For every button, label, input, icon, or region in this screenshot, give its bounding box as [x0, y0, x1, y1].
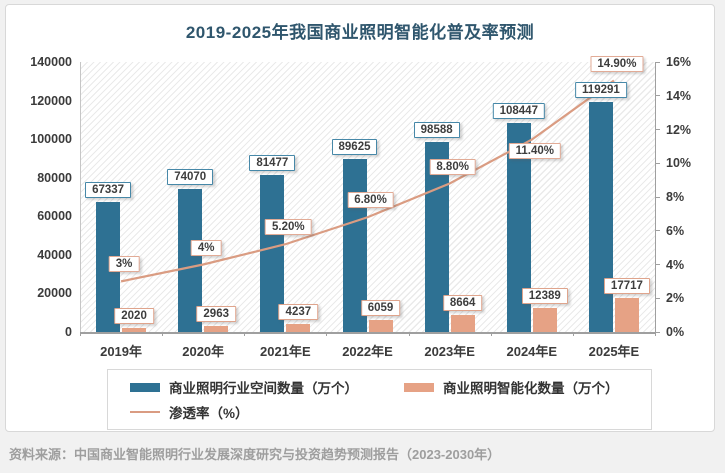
bar-smart-lighting [204, 326, 229, 332]
bar-smart-lighting [450, 315, 475, 332]
legend-bar-swatch [404, 382, 434, 392]
bar-smart-lighting [286, 323, 311, 332]
y-axis-right-tick [655, 230, 660, 232]
y-axis-left-tick-label: 140000 [30, 55, 72, 69]
bar-value-label-secondary: 12389 [521, 288, 568, 305]
plot-area: 0 20000 40000 60000 80000 100000 120000 140000 0… [6, 5, 714, 431]
line-value-label: 5.20% [265, 219, 312, 236]
penetration-rate-line [120, 79, 615, 283]
y-axis-left-tick-label: 100000 [30, 132, 72, 147]
y-axis-right-tick-label: 16% [666, 55, 692, 69]
y-axis-left-tick-label: 40000 [37, 247, 72, 262]
legend-line-swatch [130, 410, 160, 414]
line-value-label: 14.90% [590, 55, 644, 72]
bar-smart-lighting [368, 320, 393, 332]
bar-value-label-primary: 108447 [492, 102, 545, 119]
bar-value-label-primary: 119291 [575, 81, 627, 98]
chart-title: 2019-2025年我国商业照明智能化普及率预测 [185, 23, 535, 42]
bar-smart-lighting [532, 308, 557, 332]
legend-item: 商业照明智能化数量（万个） [404, 377, 619, 397]
y-axis-right-tick-label: 6% [666, 223, 685, 238]
bar-value-label-primary: 89625 [331, 139, 378, 156]
x-axis-line [80, 332, 656, 334]
x-axis-tick [408, 332, 410, 336]
y-axis-right-tick [655, 61, 660, 63]
x-axis-category-label: 2023年E [424, 344, 475, 359]
y-axis-right-tick [655, 95, 660, 97]
bar-value-label-secondary: 4237 [278, 303, 319, 320]
y-axis-right-tick-label: 0% [666, 325, 685, 339]
x-axis-tick [244, 332, 246, 336]
x-axis-category-label: 2025年E [588, 344, 640, 359]
bar-smart-lighting [614, 297, 639, 332]
x-axis-tick [572, 332, 574, 336]
legend-label: 商业照明行业空间数量（万个） [169, 381, 358, 396]
line-value-label: 4% [190, 239, 222, 256]
bar-value-label-primary: 67337 [85, 182, 132, 199]
legend-row: 渗透率（%） [130, 402, 641, 422]
x-axis-category-label: 2019年 [100, 344, 143, 359]
legend: 商业照明行业空间数量（万个） 商业照明智能化数量（万个） 渗透率（%） [107, 369, 652, 430]
x-axis-tick [655, 332, 656, 336]
y-axis-left-tick-label: 20000 [37, 286, 72, 301]
x-axis-category-label: 2021年E [260, 344, 311, 359]
y-axis-left-tick-label: 0 [65, 325, 72, 339]
x-axis-tick [326, 332, 328, 336]
source-note: 资料来源：中国商业智能照明行业发展深度研究与投资趋势预测报告（2023-2030… [9, 447, 501, 462]
y-axis-right-tick [655, 331, 660, 333]
y-axis-right-tick [655, 162, 660, 164]
bar-smart-lighting [122, 328, 147, 332]
line-value-label: 8.80% [429, 158, 476, 175]
y-axis-left-tick-label: 120000 [30, 93, 72, 108]
y-axis-right-tick [655, 129, 660, 130]
y-axis-right-tick-label: 12% [666, 122, 692, 137]
y-axis-right-tick-label: 10% [666, 156, 692, 171]
y-axis-right-tick [655, 196, 660, 198]
y-axis-right-tick [655, 297, 660, 299]
legend-item: 商业照明行业空间数量（万个） [130, 377, 358, 397]
legend-label: 商业照明智能化数量（万个） [443, 381, 619, 396]
chart-card: 2019-2025年我国商业照明智能化普及率预测 0 20000 40000 6000… [5, 4, 715, 432]
y-axis-right-tick-label: 14% [666, 88, 692, 103]
x-axis-tick [80, 332, 81, 336]
x-axis-category-label: 2024年E [506, 344, 558, 359]
y-axis-left-tick-label: 80000 [37, 170, 72, 185]
x-axis-tick [162, 332, 164, 336]
bar-value-label-secondary: 17717 [603, 277, 650, 294]
bar-value-label-primary: 81477 [249, 154, 296, 171]
bar-value-label-secondary: 2020 [114, 308, 154, 325]
y-axis-left-tick-label: 60000 [37, 209, 72, 224]
x-axis-category-label: 2020年 [182, 344, 225, 359]
y-axis-right-tick [655, 264, 660, 265]
legend-row: 商业照明行业空间数量（万个） 商业照明智能化数量（万个） [130, 377, 641, 397]
y-axis-left-line [80, 62, 81, 332]
line-value-label: 6.80% [347, 192, 394, 209]
legend-bar-swatch [130, 382, 160, 392]
bar-value-label-secondary: 6059 [360, 300, 401, 317]
x-axis-tick [490, 332, 492, 336]
bar-value-label-primary: 74070 [167, 169, 214, 186]
bar-value-label-secondary: 8664 [442, 295, 483, 312]
y-axis-right-tick-label: 2% [666, 291, 685, 306]
line-value-label: 11.40% [508, 142, 561, 159]
legend-item: 渗透率（%） [130, 402, 249, 422]
bar-value-label-primary: 98588 [413, 121, 460, 138]
legend-label: 渗透率（%） [169, 406, 249, 421]
y-axis-right-tick-label: 4% [666, 257, 685, 272]
x-axis-category-label: 2022年E [342, 344, 393, 359]
line-value-label: 3% [108, 256, 140, 273]
y-axis-right-tick-label: 8% [666, 190, 685, 204]
bar-value-label-secondary: 2963 [196, 306, 236, 323]
